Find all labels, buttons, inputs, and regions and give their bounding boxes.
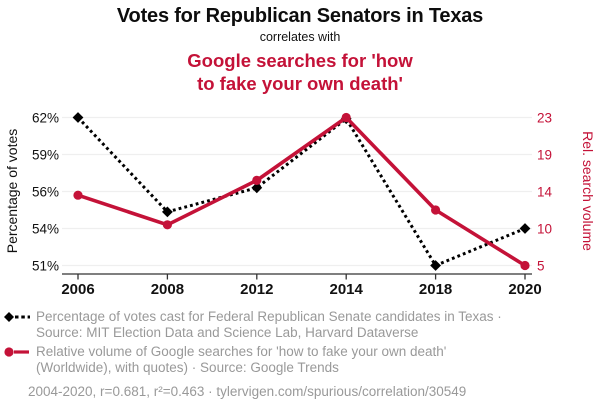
right-tick-label: 5 xyxy=(537,258,545,273)
chart-footer: 2004-2020, r=0.681, r²=0.463 · tylervige… xyxy=(28,384,467,399)
legend-searches-line1: Relative volume of Google searches for '… xyxy=(36,344,447,359)
legend-item-searches: Relative volume of Google searches for '… xyxy=(3,344,446,376)
right-tick-label: 23 xyxy=(537,110,552,125)
google-searches-fake-your-own-death-line xyxy=(77,115,526,268)
left-tick-label: 54% xyxy=(32,221,59,236)
x-tick-label: 2006 xyxy=(61,281,94,298)
legend-item-searches-text: Relative volume of Google searches for '… xyxy=(36,344,446,376)
x-tick-label: 2018 xyxy=(419,281,452,298)
google-searches-fake-your-own-death-marker xyxy=(162,220,172,230)
legend-searches-line2: (Worldwide), with quotes) · Source: Goog… xyxy=(36,360,339,375)
votes-republican-senate-texas-marker xyxy=(251,182,263,194)
right-tick-label: 10 xyxy=(537,221,552,236)
google-searches-fake-your-own-death-marker xyxy=(431,205,441,215)
left-tick-label: 59% xyxy=(32,147,59,162)
legend-votes-line2: Source: MIT Election Data and Science La… xyxy=(36,325,419,340)
chart-subtitle: Google searches for 'how to fake your own… xyxy=(0,49,600,95)
x-tick-label: 2012 xyxy=(240,281,273,298)
y-axis-right-label: Rel. search volume xyxy=(580,131,596,251)
legend-item-votes: Percentage of votes cast for Federal Rep… xyxy=(3,309,502,341)
google-searches-fake-your-own-death-marker xyxy=(341,112,351,123)
google-searches-fake-your-own-death-marker xyxy=(520,260,530,271)
votes-republican-senate-texas-line xyxy=(76,116,526,268)
votes-republican-senate-texas-marker xyxy=(162,206,173,218)
chart-title: Votes for Republican Senators in Texas xyxy=(116,5,484,27)
diamond-marker-icon xyxy=(4,312,30,322)
y-axis-left-label: Percentage of votes xyxy=(4,128,20,254)
x-tick-label: 2008 xyxy=(151,281,184,298)
left-tick-label: 56% xyxy=(32,184,59,199)
votes-republican-senate-texas-marker xyxy=(430,260,441,271)
chart-subtitle-line1: Google searches for 'how xyxy=(187,50,413,71)
circle-marker-icon xyxy=(4,347,29,357)
chart-subtitle-line2: to fake your own death' xyxy=(197,73,403,94)
legend-item-votes-text: Percentage of votes cast for Federal Rep… xyxy=(36,309,502,341)
correlates-with-label: correlates with xyxy=(259,30,341,44)
votes-republican-senate-texas-marker xyxy=(72,112,84,123)
votes-republican-senate-texas-marker xyxy=(519,223,531,234)
right-tick-label: 14 xyxy=(537,184,553,199)
google-searches-fake-your-own-death-marker xyxy=(252,175,262,185)
right-tick-label: 19 xyxy=(537,147,552,162)
x-tick-label: 2020 xyxy=(508,281,541,298)
left-tick-label: 62% xyxy=(32,110,59,125)
google-searches-fake-your-own-death-marker xyxy=(73,190,83,200)
x-tick-label: 2014 xyxy=(330,281,364,298)
left-tick-label: 51% xyxy=(32,258,59,273)
legend-votes-line1: Percentage of votes cast for Federal Rep… xyxy=(36,309,502,324)
